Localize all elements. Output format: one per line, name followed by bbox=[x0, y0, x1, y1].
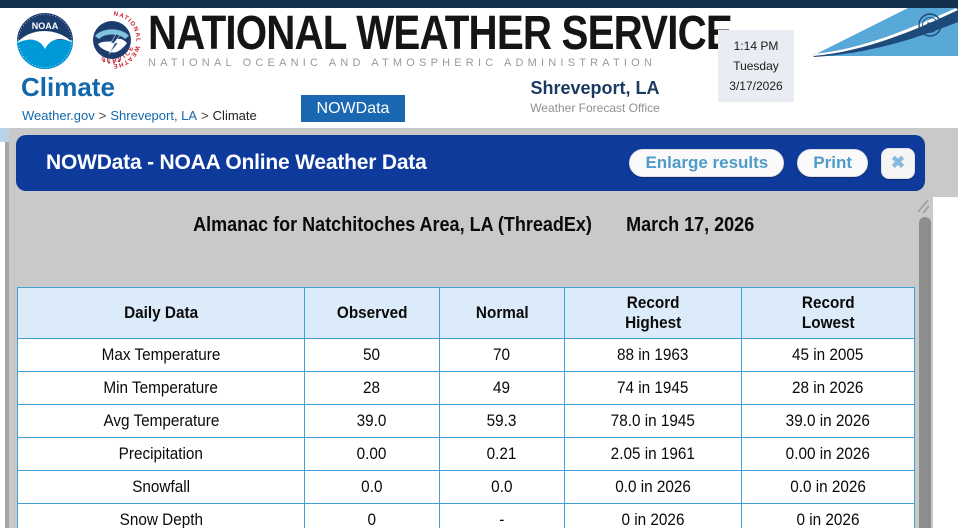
dialog-title: NOWData - NOAA Online Weather Data bbox=[46, 151, 427, 174]
table-row: Precipitation 0.00 0.21 2.05 in 1961 0.00 in… bbox=[16, 437, 916, 471]
cell: 0.0 bbox=[438, 470, 566, 504]
dialog-overlay: NOWData - NOAA Online Weather Data Enlar… bbox=[0, 128, 958, 528]
header-swoosh-graphic bbox=[808, 8, 958, 64]
cell: 39.0 in 2026 bbox=[740, 404, 916, 438]
clock-time: 1:14 PM bbox=[733, 39, 779, 53]
enlarge-results-button[interactable]: Enlarge results bbox=[629, 149, 785, 177]
table-row: Snowfall 0.0 0.0 0.0 in 2026 0.0 in 2026 bbox=[16, 470, 916, 504]
breadcrumb-separator: > bbox=[98, 108, 107, 123]
site-header: NOAA NATIONAL WEATHER SERVICE NATIO bbox=[0, 8, 958, 128]
column-header: Record Lowest bbox=[740, 287, 916, 339]
breadcrumb-link-shreveport[interactable]: Shreveport, LA bbox=[110, 108, 198, 123]
column-header: Record Highest bbox=[564, 287, 742, 339]
cell: 0 in 2026 bbox=[564, 503, 742, 528]
almanac-title: Almanac for Natchitoches Area, LA (Threa… bbox=[17, 212, 915, 238]
row-label: Snowfall bbox=[16, 470, 306, 504]
system-clock: 1:14 PM Tuesday 3/17/2026 bbox=[718, 30, 794, 102]
table-body: Max Temperature 50 70 88 in 1963 45 in 2005 M… bbox=[16, 338, 916, 528]
breadcrumb-separator: > bbox=[201, 108, 209, 123]
nws-logo-icon[interactable]: NATIONAL WEATHER SERVICE bbox=[82, 10, 142, 70]
breadcrumb: Weather.gov > Shreveport, LA > Climate bbox=[22, 108, 257, 123]
cell: 78.0 in 1945 bbox=[564, 404, 742, 438]
cell: 2.05 in 1961 bbox=[564, 437, 742, 471]
left-margin bbox=[0, 142, 5, 528]
banner-title: NATIONAL WEATHER SERVICE bbox=[148, 7, 733, 60]
dialog-titlebar: NOWData - NOAA Online Weather Data Enlar… bbox=[16, 135, 925, 191]
close-icon: ✖ bbox=[890, 153, 906, 172]
table-row: Avg Temperature 39.0 59.3 78.0 in 1945 39.0 … bbox=[16, 404, 916, 438]
row-label: Snow Depth bbox=[16, 503, 306, 528]
clock-day: Tuesday bbox=[733, 59, 779, 73]
cell: 39.0 bbox=[304, 404, 440, 438]
cell: 70 bbox=[438, 338, 566, 372]
clock-date: 3/17/2026 bbox=[729, 79, 783, 93]
office-name: Shreveport, LA bbox=[530, 78, 660, 98]
svg-text:NOAA: NOAA bbox=[32, 21, 59, 31]
row-label: Max Temperature bbox=[16, 338, 306, 372]
cell: 0.0 in 2026 bbox=[564, 470, 742, 504]
noaa-logo-icon[interactable]: NOAA bbox=[16, 12, 74, 70]
cell: 0.21 bbox=[438, 437, 566, 471]
table-row: Snow Depth 0-0 in 2026 0 in 2026 bbox=[16, 503, 916, 528]
right-margin bbox=[933, 197, 958, 528]
cell: 88 in 1963 bbox=[564, 338, 742, 372]
cell: 74 in 1945 bbox=[564, 371, 742, 405]
almanac-title-line1: Almanac for Natchitoches Area, LA (Threa… bbox=[192, 214, 592, 236]
almanac-table: Daily Data Observed Normal Record Highest Re… bbox=[16, 287, 916, 528]
row-label: Precipitation bbox=[16, 437, 306, 471]
table-row: Min Temperature 28 49 74 in 1945 28 in 2026 bbox=[16, 371, 916, 405]
top-navy-strip bbox=[0, 0, 958, 8]
cell: 45 in 2005 bbox=[740, 338, 916, 372]
resize-grip-icon[interactable] bbox=[916, 198, 930, 214]
breadcrumb-link-weathergov[interactable]: Weather.gov bbox=[22, 108, 95, 123]
table-row: Max Temperature 50 70 88 in 1963 45 in 2005 bbox=[16, 338, 916, 372]
row-label: Avg Temperature bbox=[16, 404, 306, 438]
column-header: Daily Data bbox=[16, 287, 306, 339]
office-subtitle: Weather Forecast Office bbox=[530, 101, 660, 115]
close-button[interactable]: ✖ bbox=[881, 147, 915, 179]
table-header-row: Daily Data Observed Normal Record Highest Re… bbox=[16, 287, 916, 339]
banner-subtitle: NATIONAL OCEANIC AND ATMOSPHERIC ADMINIS… bbox=[148, 57, 657, 69]
office-block: Shreveport, LA Weather Forecast Office bbox=[500, 78, 690, 115]
cell: 59.3 bbox=[438, 404, 566, 438]
page-title: Climate bbox=[21, 72, 115, 102]
scrollbar-thumb[interactable] bbox=[919, 217, 931, 528]
almanac-title-line2: March 17, 2026 bbox=[626, 214, 755, 236]
cell: 0 in 2026 bbox=[740, 503, 916, 528]
print-button[interactable]: Print bbox=[797, 149, 868, 177]
column-header: Observed bbox=[304, 287, 440, 339]
dialog-left-border bbox=[5, 142, 9, 528]
cell: 0.00 bbox=[304, 437, 440, 471]
cell: 49 bbox=[438, 371, 566, 405]
page-edge-fragment bbox=[0, 128, 9, 142]
cell: - bbox=[438, 503, 566, 528]
breadcrumb-current: Climate bbox=[212, 108, 257, 123]
cell: 0.0 in 2026 bbox=[740, 470, 916, 504]
cell: 50 bbox=[304, 338, 440, 372]
cell: 0.0 bbox=[304, 470, 440, 504]
cell: 28 bbox=[304, 371, 440, 405]
cell: 0.00 in 2026 bbox=[740, 437, 916, 471]
cell: 0 bbox=[304, 503, 440, 528]
nws-banner: NATIONAL WEATHER SERVICE NATIONAL OCEANI… bbox=[148, 7, 843, 70]
nowdata-button[interactable]: NOWData bbox=[301, 95, 405, 122]
column-header: Normal bbox=[438, 287, 566, 339]
cell: 28 in 2026 bbox=[740, 371, 916, 405]
commerce-seal-icon bbox=[918, 13, 942, 37]
row-label: Min Temperature bbox=[16, 371, 306, 405]
